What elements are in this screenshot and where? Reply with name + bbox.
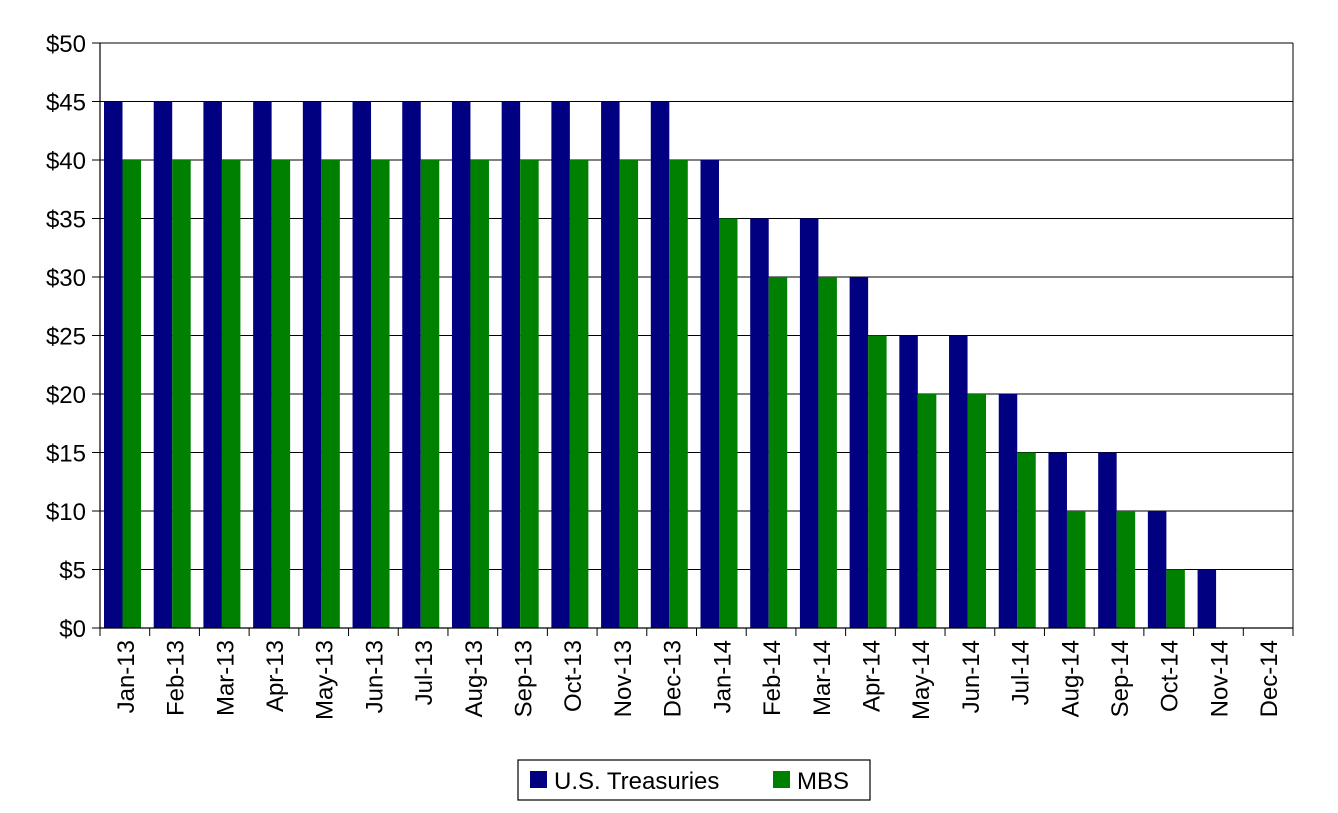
bar-u-s-treasuries-apr-14 xyxy=(849,277,869,628)
bar-u-s-treasuries-may-13 xyxy=(302,101,322,628)
bar-u-s-treasuries-sep-14 xyxy=(1098,452,1117,628)
bar-mbs-mar-14 xyxy=(818,277,837,628)
bar-u-s-treasuries-nov-14 xyxy=(1197,569,1217,628)
x-tick-label-oct-14: Oct-14 xyxy=(1157,640,1184,712)
bar-u-s-treasuries-mar-13 xyxy=(203,101,222,628)
x-tick-label-dec-13: Dec-13 xyxy=(660,640,687,717)
bar-u-s-treasuries-dec-13 xyxy=(650,101,670,628)
bar-u-s-treasuries-jul-13 xyxy=(402,101,421,628)
bar-u-s-treasuries-jan-14 xyxy=(700,160,719,628)
bar-mbs-dec-13 xyxy=(669,160,688,628)
bar-mbs-feb-13 xyxy=(172,160,191,628)
bar-mbs-aug-14 xyxy=(1066,511,1086,628)
x-tick-label-jan-13: Jan-13 xyxy=(113,640,140,713)
x-tick-label-may-14: May-14 xyxy=(908,640,935,720)
bar-mbs-jan-13 xyxy=(122,160,141,628)
x-tick-label-nov-13: Nov-13 xyxy=(610,640,637,717)
bar-u-s-treasuries-jul-14 xyxy=(998,394,1018,628)
x-tick-label-apr-14: Apr-14 xyxy=(858,640,885,712)
bar-u-s-treasuries-oct-13 xyxy=(551,101,570,628)
bar-mbs-oct-13 xyxy=(569,160,589,628)
y-tick-label-15: $15 xyxy=(46,441,86,468)
bar-u-s-treasuries-mar-14 xyxy=(799,218,819,628)
bar-u-s-treasuries-jan-13 xyxy=(104,101,123,628)
bar-u-s-treasuries-feb-13 xyxy=(153,101,173,628)
y-tick-label-50: $50 xyxy=(46,31,86,58)
x-tick-label-apr-13: Apr-13 xyxy=(262,640,289,712)
bar-mbs-apr-14 xyxy=(868,335,887,628)
bar-mbs-jun-13 xyxy=(371,160,390,628)
x-tick-label-feb-13: Feb-13 xyxy=(163,640,190,716)
bar-u-s-treasuries-sep-13 xyxy=(501,101,521,628)
bar-mbs-may-14 xyxy=(917,394,937,628)
x-tick-label-mar-14: Mar-14 xyxy=(809,640,836,716)
bar-mbs-nov-13 xyxy=(619,160,639,628)
bars xyxy=(104,101,1217,628)
bar-u-s-treasuries-feb-14 xyxy=(750,218,769,628)
x-tick-label-aug-14: Aug-14 xyxy=(1057,640,1084,717)
legend-swatch-us-treasuries xyxy=(530,771,547,788)
bar-mbs-apr-13 xyxy=(271,160,291,628)
gridlines xyxy=(100,42,1293,629)
y-tick-label-35: $35 xyxy=(46,207,86,234)
x-tick-label-aug-13: Aug-13 xyxy=(461,640,488,717)
bar-mbs-jul-13 xyxy=(420,160,440,628)
x-tick-label-jun-14: Jun-14 xyxy=(958,640,985,713)
x-tick-label-sep-14: Sep-14 xyxy=(1107,640,1134,717)
x-tick-label-jul-14: Jul-14 xyxy=(1008,640,1035,705)
x-tick-label-jun-13: Jun-13 xyxy=(361,640,388,713)
y-axis-tick-labels: $0 $5 $10 $15 $20 $25 $30 $35 $40 $45 $50 xyxy=(46,31,86,643)
bar-u-s-treasuries-apr-13 xyxy=(253,101,272,628)
bar-u-s-treasuries-aug-14 xyxy=(1048,452,1067,628)
bar-mbs-oct-14 xyxy=(1166,569,1185,628)
legend-box xyxy=(517,759,871,801)
x-axis-tick-labels: Jan-13 Feb-13 Mar-13 Apr-13 May-13 Jun-13 Jul-… xyxy=(113,640,1283,720)
bar-mbs-may-13 xyxy=(321,160,340,628)
y-tick-label-30: $30 xyxy=(46,265,86,292)
bar-u-s-treasuries-oct-14 xyxy=(1147,511,1167,628)
bar-u-s-treasuries-may-14 xyxy=(899,335,918,628)
bar-mbs-feb-14 xyxy=(768,277,788,628)
bar-mbs-mar-13 xyxy=(221,160,241,628)
y-tick-label-20: $20 xyxy=(46,382,86,409)
y-tick-label-45: $45 xyxy=(46,90,86,117)
legend: U.S. Treasuries MBS xyxy=(517,759,871,801)
x-tick-label-sep-13: Sep-13 xyxy=(511,640,538,717)
axes xyxy=(92,42,1294,636)
bar-mbs-jul-14 xyxy=(1017,452,1036,628)
bar-mbs-sep-14 xyxy=(1116,511,1136,628)
y-tick-label-0: $0 xyxy=(59,616,86,643)
y-tick-label-10: $10 xyxy=(46,499,86,526)
x-tick-label-oct-13: Oct-13 xyxy=(560,640,587,712)
legend-swatch-mbs xyxy=(773,771,790,788)
x-tick-label-jul-13: Jul-13 xyxy=(411,640,438,705)
x-tick-label-feb-14: Feb-14 xyxy=(759,640,786,716)
y-tick-label-40: $40 xyxy=(46,148,86,175)
bar-u-s-treasuries-jun-13 xyxy=(352,101,372,628)
bar-u-s-treasuries-nov-13 xyxy=(601,101,620,628)
bar-u-s-treasuries-aug-13 xyxy=(451,101,471,628)
bar-mbs-aug-13 xyxy=(470,160,489,628)
bar-u-s-treasuries-jun-14 xyxy=(949,335,968,628)
x-tick-label-mar-13: Mar-13 xyxy=(212,640,239,716)
y-tick-label-5: $5 xyxy=(59,558,86,585)
x-tick-label-jan-14: Jan-14 xyxy=(709,640,736,713)
x-tick-label-may-13: May-13 xyxy=(312,640,339,720)
x-tick-label-dec-14: Dec-14 xyxy=(1256,640,1283,717)
y-tick-label-25: $25 xyxy=(46,324,86,351)
bar-mbs-jun-14 xyxy=(967,394,987,628)
x-tick-label-nov-14: Nov-14 xyxy=(1206,640,1233,717)
legend-label-us-treasuries: U.S. Treasuries xyxy=(554,768,719,795)
legend-label-mbs: MBS xyxy=(797,768,849,795)
bar-mbs-sep-13 xyxy=(520,160,539,628)
bar-mbs-jan-14 xyxy=(719,218,738,628)
